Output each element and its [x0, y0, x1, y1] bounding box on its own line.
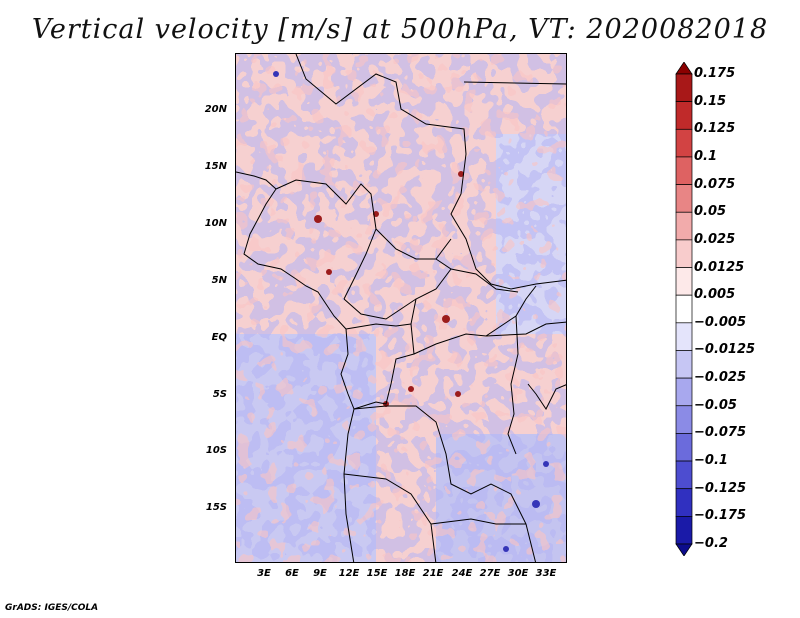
colorbar-swatch	[675, 294, 693, 324]
colorbar-swatch	[675, 405, 693, 434]
lon-label: 6E	[285, 568, 299, 579]
colorbar-label: −0.1	[694, 453, 728, 469]
colorbar-swatch	[675, 184, 693, 213]
colorbar-top-arrow	[675, 62, 693, 75]
colorbar-swatch	[675, 73, 693, 102]
colorbar-swatch	[675, 322, 693, 351]
lon-label: 33E	[535, 568, 557, 579]
colorbar-label: 0.025	[694, 231, 736, 247]
colorbar-label: −0.175	[694, 508, 747, 524]
lat-label: 15S	[205, 502, 227, 513]
lat-label: 10N	[204, 218, 227, 229]
colorbar-label: −0.05	[694, 397, 737, 413]
colorbar-label: −0.2	[694, 536, 728, 551]
colorbar-swatch	[675, 350, 693, 379]
lon-label: 3E	[257, 568, 271, 579]
colorbar-label: 0.05	[694, 204, 727, 220]
lon-label: 12E	[338, 568, 360, 579]
colorbar-label: 0.15	[694, 93, 727, 109]
colorbar-swatch	[675, 267, 693, 296]
colorbar-swatch	[675, 377, 693, 407]
lon-label: 18E	[394, 568, 416, 579]
lon-label: 9E	[313, 568, 327, 579]
lon-label: 15E	[366, 568, 388, 579]
colorbar-swatch	[675, 101, 693, 130]
colorbar-swatch	[675, 239, 693, 268]
velocity-map	[235, 53, 567, 563]
lat-label: 5N	[211, 275, 227, 286]
colorbar-label: 0.1	[694, 148, 718, 164]
lat-label: 10S	[205, 445, 227, 456]
colorbar-swatch	[675, 516, 693, 545]
colorbar-label: 0.075	[694, 176, 736, 192]
colorbar-label: −0.125	[694, 480, 747, 496]
colorbar-swatch	[675, 156, 693, 185]
colorbar-bottom-arrow	[675, 543, 693, 556]
lon-label: 21E	[422, 568, 444, 579]
colorbar	[675, 62, 693, 556]
lat-label: 5S	[212, 389, 227, 400]
lat-label: 20N	[204, 104, 227, 115]
lon-label: 27E	[479, 568, 501, 579]
lon-label: 30E	[507, 568, 529, 579]
colorbar-label: 0.005	[694, 287, 736, 303]
lat-label: EQ	[211, 332, 227, 343]
colorbar-swatch	[675, 128, 693, 158]
lon-label: 24E	[451, 568, 473, 579]
colorbar-label: −0.075	[694, 425, 747, 441]
colorbar-swatch	[675, 488, 693, 517]
colorbar-label: −0.0125	[694, 342, 756, 358]
colorbar-label: −0.005	[694, 314, 747, 330]
map-title: Vertical velocity [m/s] at 500hPa, VT: 2…	[31, 14, 769, 45]
colorbar-label: 0.0125	[694, 259, 745, 275]
colorbar-label: 0.125	[694, 121, 736, 137]
colorbar-label: −0.025	[694, 370, 747, 386]
lat-label: 15N	[204, 161, 227, 172]
velocity-field	[236, 54, 566, 562]
colorbar-swatch	[675, 460, 693, 490]
colorbar-label: 0.175	[694, 66, 736, 81]
colorbar-swatch	[675, 211, 693, 241]
credit-text: GrADS: IGES/COLA	[5, 603, 99, 613]
colorbar-swatch	[675, 433, 693, 462]
